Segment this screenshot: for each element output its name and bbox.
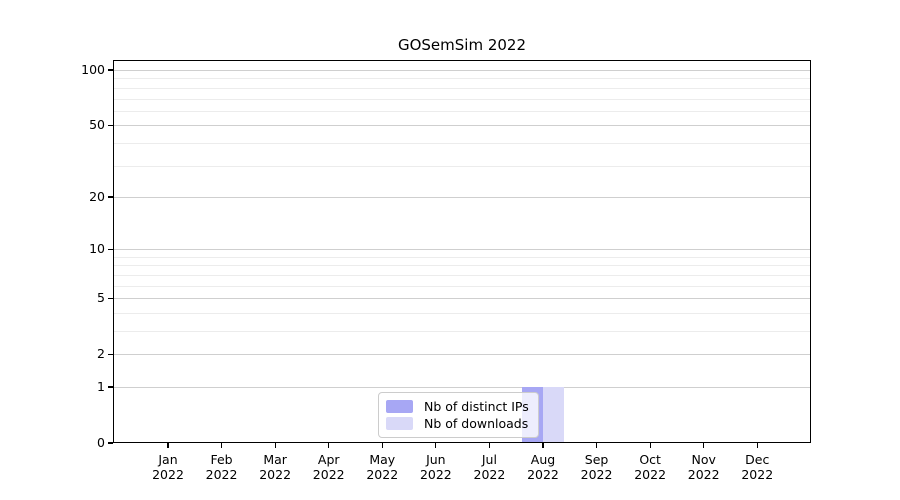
y-tick-mark xyxy=(108,69,113,71)
x-tick-mark xyxy=(274,443,276,448)
plot-area xyxy=(113,60,811,443)
major-gridline xyxy=(113,196,811,198)
x-tick-label: Mar 2022 xyxy=(259,452,292,482)
legend-entry-distinct-ips: Nb of distinct IPs xyxy=(386,398,529,415)
legend-swatch-downloads xyxy=(386,417,413,430)
y-tick-label: 10 xyxy=(89,241,105,257)
x-tick-mark xyxy=(435,443,437,448)
major-gridline xyxy=(113,298,811,300)
x-tick-mark xyxy=(488,443,490,448)
minor-gridline xyxy=(113,274,811,276)
x-tick-label: Dec 2022 xyxy=(741,452,774,482)
x-tick-mark xyxy=(703,443,705,448)
y-tick-label: 5 xyxy=(97,290,105,306)
y-tick-mark xyxy=(108,196,113,198)
x-tick-mark xyxy=(328,443,330,448)
major-gridline xyxy=(113,125,811,127)
x-tick-label: Nov 2022 xyxy=(687,452,720,482)
y-tick-label: 2 xyxy=(97,346,105,362)
x-tick-mark xyxy=(595,443,598,448)
x-tick-label: Aug 2022 xyxy=(527,452,559,482)
x-tick-label: Jan 2022 xyxy=(152,452,184,482)
y-tick-label: 50 xyxy=(89,117,105,133)
minor-gridline xyxy=(113,78,811,80)
x-tick-mark xyxy=(167,443,169,448)
minor-gridline xyxy=(113,87,811,89)
x-tick-label: Feb 2022 xyxy=(205,452,238,482)
x-tick-mark xyxy=(649,443,651,448)
y-tick-mark xyxy=(108,297,113,299)
legend-label-distinct-ips: Nb of distinct IPs xyxy=(424,399,529,414)
minor-gridline xyxy=(113,110,811,112)
x-tick-label: Sep 2022 xyxy=(580,452,613,482)
y-tick-label: 20 xyxy=(89,188,105,204)
x-tick-label: May 2022 xyxy=(366,452,399,482)
x-tick-label: Apr 2022 xyxy=(312,452,345,482)
chart-title: GOSemSim 2022 xyxy=(397,36,527,54)
major-gridline xyxy=(113,354,811,356)
x-tick-label: Jul 2022 xyxy=(473,452,506,482)
y-tick-mark xyxy=(108,124,113,126)
legend: Nb of distinct IPs Nb of downloads xyxy=(378,392,539,438)
minor-gridline xyxy=(113,331,811,332)
x-tick-mark xyxy=(542,443,544,448)
minor-gridline xyxy=(113,165,811,167)
minor-gridline xyxy=(113,285,811,287)
y-tick-label: 0 xyxy=(97,435,105,450)
y-tick-mark xyxy=(108,353,113,355)
major-gridline xyxy=(113,70,811,71)
x-tick-label: Oct 2022 xyxy=(634,452,667,482)
minor-gridline xyxy=(113,265,811,267)
legend-label-downloads: Nb of downloads xyxy=(424,416,529,431)
x-tick-label: Jun 2022 xyxy=(419,452,452,482)
y-tick-label: 100 xyxy=(81,62,105,77)
legend-entry-downloads: Nb of downloads xyxy=(386,415,529,432)
major-gridline xyxy=(113,387,811,388)
x-tick-mark xyxy=(381,443,383,448)
bar-downloads xyxy=(543,387,564,443)
minor-gridline xyxy=(113,312,811,314)
minor-gridline xyxy=(113,98,811,100)
y-tick-mark xyxy=(108,442,113,444)
major-gridline xyxy=(113,249,811,251)
minor-gridline xyxy=(113,256,811,258)
legend-swatch-distinct-ips xyxy=(386,400,413,413)
y-tick-label: 1 xyxy=(97,378,105,394)
x-tick-mark xyxy=(220,443,223,448)
x-tick-mark xyxy=(756,443,758,448)
minor-gridline xyxy=(113,142,811,144)
y-tick-mark xyxy=(108,248,113,250)
y-tick-mark xyxy=(108,386,113,388)
